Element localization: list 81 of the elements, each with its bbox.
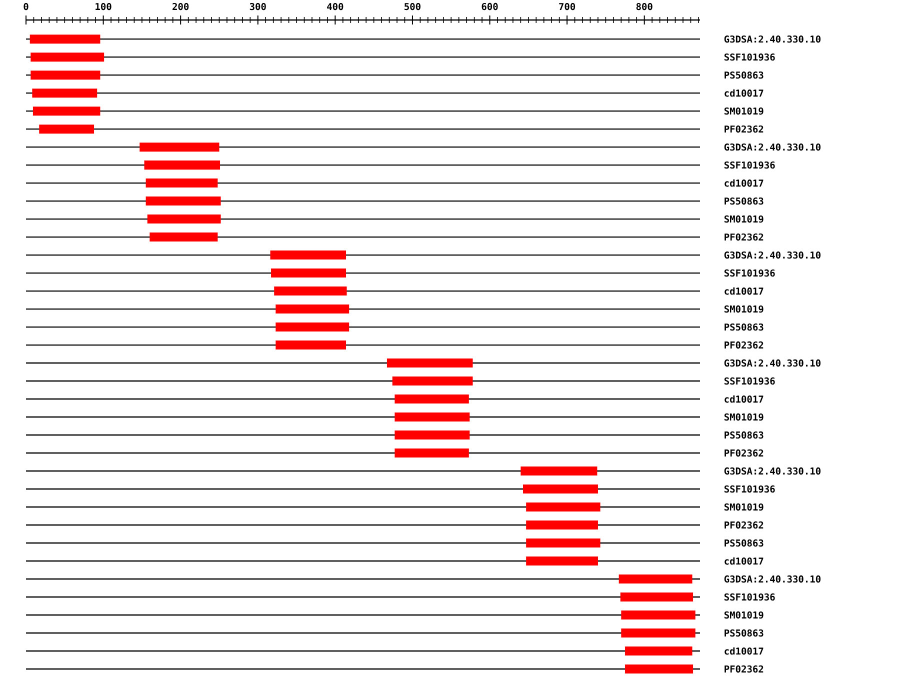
y-tick-label: SSF101936 <box>724 485 775 493</box>
y-tick-label: PS50863 <box>724 431 764 439</box>
x-tick-label: 600 <box>482 2 498 10</box>
bar <box>30 70 100 80</box>
y-tick-label: cd10017 <box>724 179 764 187</box>
bar <box>144 160 220 170</box>
y-tick-label: cd10017 <box>724 89 764 97</box>
y-tick-label: PS50863 <box>724 71 764 79</box>
bar <box>30 34 100 44</box>
bar <box>140 142 220 152</box>
bar <box>386 358 473 368</box>
bar <box>30 52 104 62</box>
y-tick-label: G3DSA:2.40.330.10 <box>724 359 821 367</box>
y-tick-label: PF02362 <box>724 665 764 673</box>
bar <box>618 574 692 584</box>
y-tick-label: SM01019 <box>724 413 764 421</box>
y-tick-label: PF02362 <box>724 521 764 529</box>
x-tick-label: 0 <box>24 2 28 10</box>
bar <box>392 376 473 386</box>
y-tick-label: PF02362 <box>724 233 764 241</box>
y-tick-label: PF02362 <box>724 341 764 349</box>
bar <box>271 268 346 278</box>
bar <box>526 520 598 530</box>
y-tick-label: SSF101936 <box>724 53 775 61</box>
bar <box>274 286 347 296</box>
y-tick-label: G3DSA:2.40.330.10 <box>724 143 821 151</box>
bar <box>526 502 600 512</box>
bar <box>32 88 98 98</box>
y-tick-label: G3DSA:2.40.330.10 <box>724 467 821 475</box>
x-tick-label: 700 <box>559 2 576 10</box>
bar <box>150 232 218 242</box>
bar <box>394 394 469 404</box>
bar <box>147 214 221 224</box>
bar <box>394 412 470 422</box>
bar <box>276 322 350 332</box>
bar <box>621 610 696 620</box>
y-tick-label: cd10017 <box>724 395 764 403</box>
y-tick-label: SM01019 <box>724 107 764 115</box>
y-tick-label: SSF101936 <box>724 377 775 385</box>
y-tick-label: G3DSA:2.40.330.10 <box>724 251 821 259</box>
y-tick-label: G3DSA:2.40.330.10 <box>724 575 821 583</box>
bar <box>625 646 692 656</box>
bar <box>32 106 100 116</box>
y-tick-label: SM01019 <box>724 305 764 313</box>
y-tick-label: PS50863 <box>724 539 764 547</box>
bar <box>394 448 469 458</box>
y-tick-label: PS50863 <box>724 629 764 637</box>
y-tick-label: SSF101936 <box>724 269 775 277</box>
x-tick-label: 800 <box>636 2 652 10</box>
y-tick-label: SM01019 <box>724 503 764 511</box>
bar <box>270 250 346 260</box>
y-tick-label: PS50863 <box>724 197 764 205</box>
y-tick-label: cd10017 <box>724 287 764 295</box>
bar <box>520 466 598 476</box>
x-tick-label: 400 <box>327 2 344 10</box>
bar <box>526 556 598 566</box>
bar <box>146 178 218 188</box>
y-tick-label: PF02362 <box>724 125 764 133</box>
y-tick-label: PS50863 <box>724 323 764 331</box>
y-tick-label: SM01019 <box>724 215 764 223</box>
bar <box>39 124 94 134</box>
bar <box>621 628 696 638</box>
bar <box>146 196 221 206</box>
y-tick-label: G3DSA:2.40.330.10 <box>724 35 821 43</box>
bar <box>394 430 470 440</box>
x-tick-label: 300 <box>250 2 266 10</box>
y-tick-label: SM01019 <box>724 611 764 619</box>
bar <box>625 664 694 674</box>
bar <box>620 592 694 602</box>
y-tick-label: SSF101936 <box>724 593 775 601</box>
bar <box>276 340 346 350</box>
x-tick-label: 200 <box>172 2 189 10</box>
y-tick-label: PF02362 <box>724 449 764 457</box>
x-tick-label: 100 <box>96 2 112 10</box>
bar <box>523 484 598 494</box>
y-tick-label: cd10017 <box>724 557 764 565</box>
x-tick-label: 500 <box>404 2 420 10</box>
bar <box>526 538 600 548</box>
y-tick-label: cd10017 <box>724 647 764 655</box>
y-tick-label: SSF101936 <box>724 161 775 169</box>
bar <box>276 304 350 314</box>
